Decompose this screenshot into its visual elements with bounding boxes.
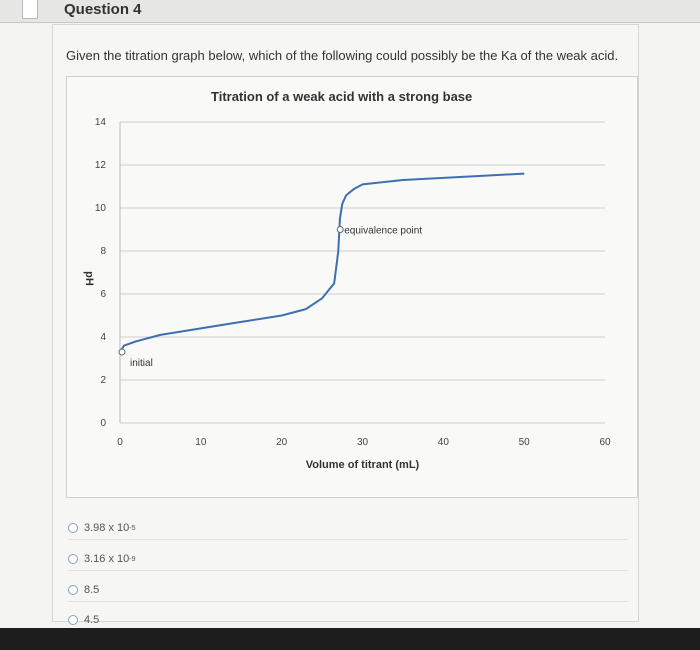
x-tick-label: 0: [117, 437, 123, 448]
x-axis-label: Volume of titrant (mL): [306, 459, 420, 471]
radio-button[interactable]: [68, 523, 78, 533]
annotation-equivalence: equivalence point: [344, 226, 422, 237]
option-1[interactable]: 3.98 x 10 -5: [68, 517, 628, 540]
radio-button[interactable]: [68, 615, 78, 625]
x-tick-label: 50: [519, 437, 531, 448]
option-exponent: -5: [129, 524, 136, 532]
y-axis-label: pH: [83, 271, 95, 286]
x-tick-label: 20: [276, 437, 288, 448]
equivalence-marker: [336, 226, 344, 233]
option-label: 8.5: [84, 584, 100, 596]
y-tick-label: 10: [95, 203, 107, 214]
y-tick-label: 8: [100, 246, 106, 257]
y-tick-label: 6: [100, 289, 106, 300]
quiz-page: Question 4 Given the titration graph bel…: [0, 0, 700, 632]
x-tick-label: 40: [438, 437, 450, 448]
y-tick-label: 14: [95, 117, 107, 128]
graph-container: [66, 76, 638, 498]
y-tick-label: 4: [100, 332, 106, 343]
question-prompt: Given the titration graph below, which o…: [66, 48, 619, 63]
radio-button[interactable]: [68, 554, 78, 564]
titration-curve: [119, 172, 525, 353]
flag-icon[interactable]: [22, 0, 38, 19]
x-tick-label: 10: [195, 437, 207, 448]
option-3[interactable]: 8.5: [68, 579, 628, 602]
option-2[interactable]: 3.16 x 10 -9: [68, 548, 628, 571]
question-title: Question 4: [64, 1, 142, 18]
chart-title: Titration of a weak acid with a strong b…: [211, 89, 473, 104]
x-tick-label: 30: [357, 437, 369, 448]
bottom-bar: [0, 628, 700, 650]
radio-button[interactable]: [68, 585, 78, 595]
initial-marker: [118, 348, 126, 356]
y-tick-label: 12: [95, 160, 107, 171]
y-tick-label: 0: [100, 418, 106, 429]
y-tick-label: 2: [100, 375, 106, 386]
option-label: 3.98 x 10: [84, 522, 130, 534]
option-label: 3.16 x 10: [84, 553, 130, 565]
option-label: 4.5: [84, 614, 100, 626]
x-tick-label: 60: [599, 437, 611, 448]
titration-chart: 0 2 4 6 8 10 12 14 0 10 20 30 40 50 60 pH Volume of titr…: [83, 117, 611, 471]
annotation-initial: initial: [130, 358, 153, 369]
option-exponent: -9: [129, 555, 136, 563]
question-header: Question 4: [0, 0, 700, 23]
